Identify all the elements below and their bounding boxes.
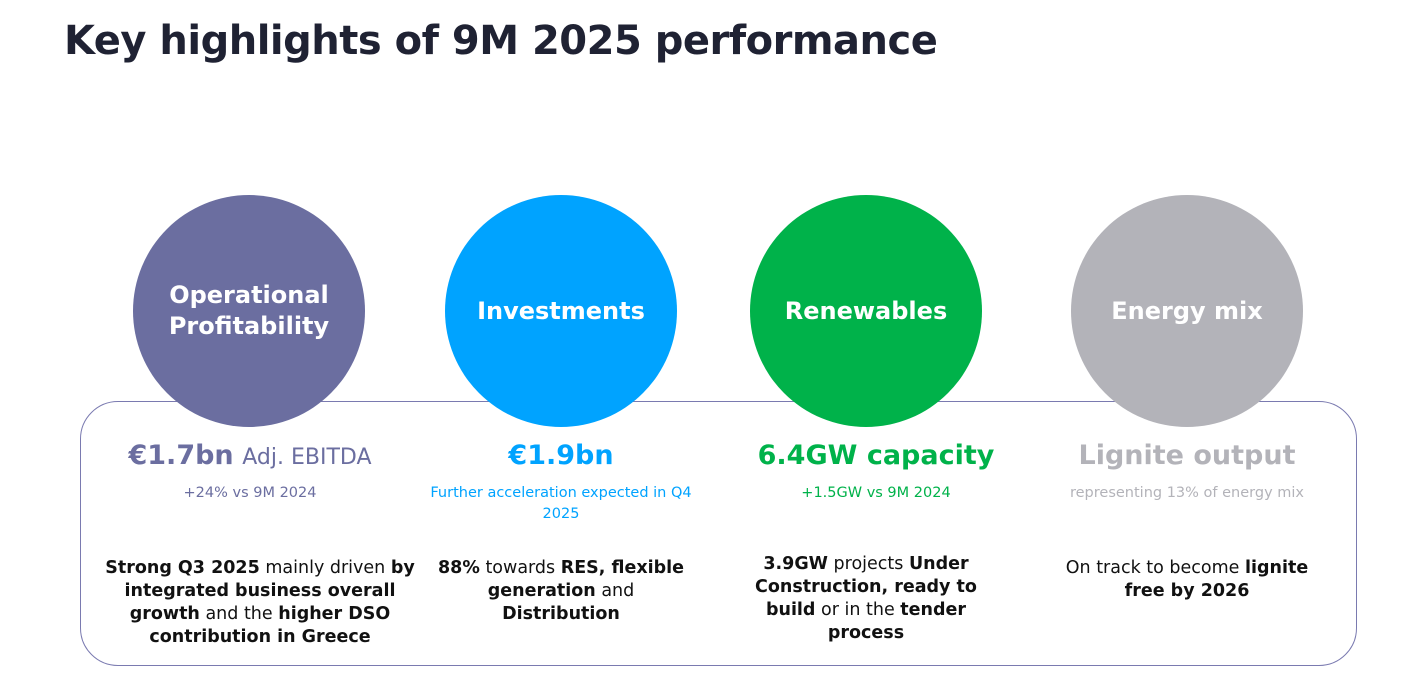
description-run: higher DSO contribution in Greece: [149, 604, 391, 647]
energy-mix-metric: Lignite output representing 13% of energ…: [1047, 440, 1327, 504]
description-run: Distribution: [502, 604, 620, 624]
description-run: 3.9GW: [763, 554, 828, 574]
renewables-circle: Renewables: [750, 195, 982, 427]
energy-mix-circle: Energy mix: [1071, 195, 1303, 427]
renewables-circle-label: Renewables: [784, 296, 948, 325]
description-run: or in the: [815, 600, 901, 620]
renewables-description: 3.9GW projects Under Construction, ready…: [743, 553, 989, 645]
renewables-sub: +1.5GW vs 9M 2024: [801, 485, 951, 501]
renewables-headline: 6.4GW capacity: [736, 440, 1016, 471]
description-run: Strong Q3 2025: [105, 558, 260, 578]
investments-headline: €1.9bn: [425, 440, 697, 471]
energy-mix-description: On track to become lignite free by 2026: [1052, 557, 1322, 603]
profitability-circle-label: Operational Profitability: [168, 281, 330, 340]
description-run: On track to become: [1065, 558, 1246, 578]
description-run: and: [595, 581, 635, 601]
description-run: by integrated business overall growth: [124, 558, 415, 624]
profitability-headline: €1.7bn Adj. EBITDA: [110, 440, 390, 471]
profitability-circle: Operational Profitability: [133, 195, 365, 427]
description-run: 88%: [437, 558, 480, 578]
investments-circle: Investments: [445, 195, 677, 427]
energy-mix-sub: representing 13% of energy mix: [1069, 485, 1304, 501]
energy-mix-headline: Lignite output: [1047, 440, 1327, 471]
profitability-suffix: Adj. EBITDA: [242, 445, 372, 470]
renewables-metric: 6.4GW capacity +1.5GW vs 9M 2024: [736, 440, 1016, 504]
investments-value: €1.9bn: [508, 440, 614, 471]
profitability-description: Strong Q3 2025 mainly driven by integrat…: [100, 557, 420, 649]
energy-mix-circle-label: Energy mix: [1111, 296, 1263, 325]
page-title: Key highlights of 9M 2025 performance: [64, 18, 938, 64]
energy-mix-value: Lignite output: [1078, 440, 1296, 471]
description-run: and the: [199, 604, 279, 624]
investments-sub: Further acceleration expected in Q4 2025: [430, 485, 692, 522]
profitability-value: €1.7bn: [128, 440, 234, 471]
profitability-sub: +24% vs 9M 2024: [183, 485, 317, 501]
description-run: mainly driven: [259, 558, 391, 578]
description-run: lignite free by 2026: [1124, 558, 1309, 601]
highlights-panel: [80, 401, 1357, 666]
description-run: towards: [479, 558, 561, 578]
investments-metric: €1.9bn Further acceleration expected in …: [425, 440, 697, 525]
investments-description: 88% towards RES, flexible generation and…: [430, 557, 692, 626]
profitability-metric: €1.7bn Adj. EBITDA +24% vs 9M 2024: [110, 440, 390, 504]
description-run: tender process: [827, 600, 967, 643]
investments-circle-label: Investments: [477, 296, 645, 325]
description-run: projects: [827, 554, 909, 574]
renewables-value: 6.4GW capacity: [757, 440, 995, 471]
description-run: RES, flexible generation: [487, 558, 685, 601]
description-run: Under Construction, ready to build: [755, 554, 977, 620]
